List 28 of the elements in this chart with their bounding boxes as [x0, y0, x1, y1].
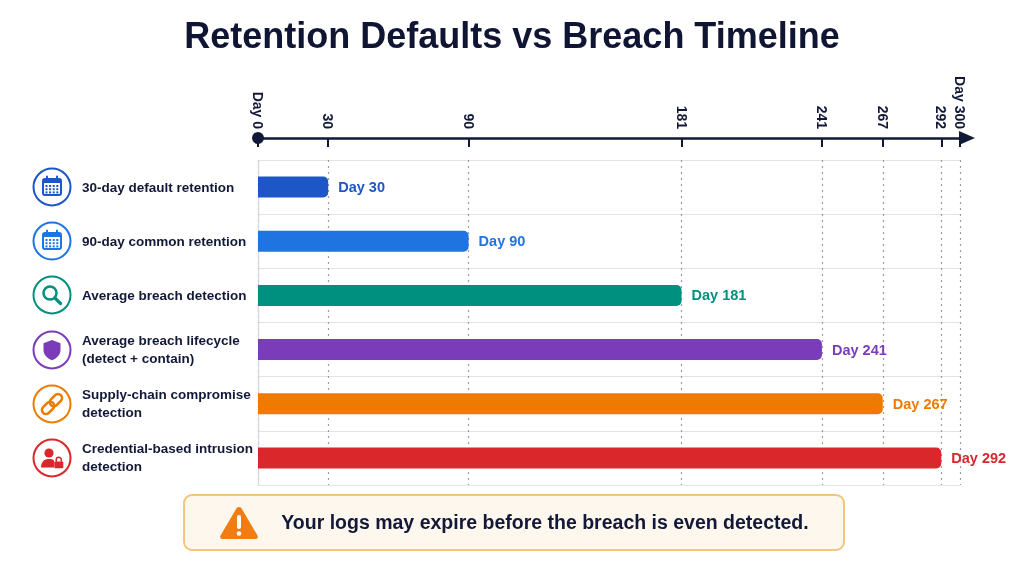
x-tick-label: Day 0: [250, 91, 266, 130]
y-tick-label: Supply-chain compromise detection: [82, 387, 255, 421]
x-tick-label: 241: [813, 105, 830, 130]
data-label: Day 241: [831, 341, 887, 358]
data-label: Day 181: [691, 287, 747, 304]
bar: [258, 284, 682, 306]
x-tick-label: Day 300: [952, 76, 968, 130]
chart-title: Retention Defaults vs Breach Timeline: [184, 14, 840, 56]
y-tick-label: Average breach detection: [82, 287, 247, 303]
x-tick-label: 292: [933, 105, 950, 130]
data-label: Day 267: [892, 395, 948, 412]
data-label: Day 292: [951, 449, 1007, 466]
x-tick-label: 267: [874, 105, 891, 130]
y-tick-label: 90-day common retention: [82, 233, 247, 249]
y-tick-label: Average breach lifecycle (detect + contain): [82, 333, 244, 367]
x-tick-label: 30: [320, 113, 337, 130]
x-tick-label: 90: [460, 113, 477, 130]
bar: [258, 447, 942, 469]
y-tick-label: Credential-based intrusion detection: [82, 441, 257, 475]
x-tick-label: 181: [673, 105, 690, 130]
text: Your logs may expire before the breach is even detected.: [281, 511, 809, 534]
data-label: Day 90: [478, 233, 526, 250]
data-label: Day 30: [338, 179, 385, 196]
bar: [258, 393, 883, 415]
bar: [258, 230, 469, 252]
bar: [258, 176, 329, 198]
bar: [258, 339, 822, 361]
y-tick-label: 30-day default retention: [82, 179, 235, 195]
